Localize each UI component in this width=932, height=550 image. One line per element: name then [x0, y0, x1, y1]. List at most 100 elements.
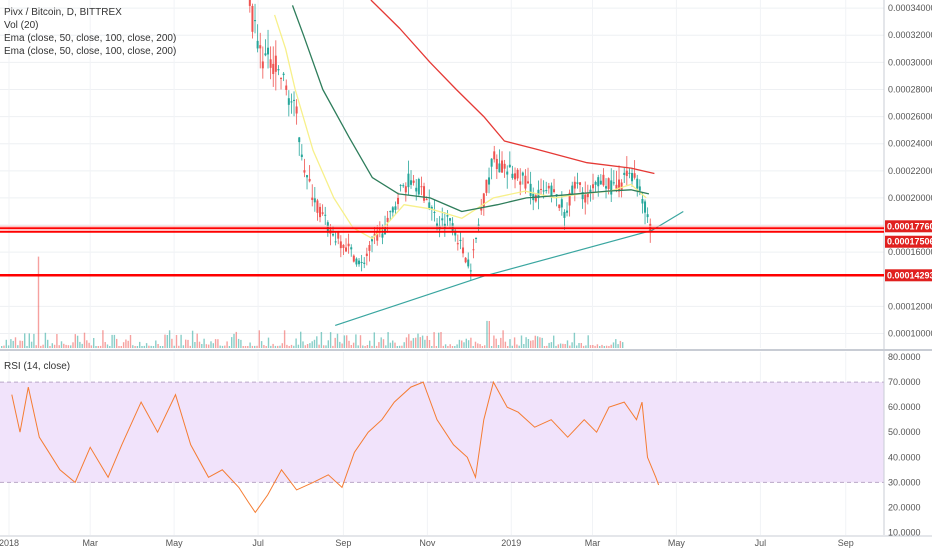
- candle-body: [540, 188, 543, 190]
- candle-body: [566, 210, 569, 213]
- volume-bar: [162, 346, 164, 348]
- volume-bar: [293, 345, 295, 348]
- ema-label-1[interactable]: Ema (close, 50, close, 100, close, 200): [4, 33, 177, 44]
- volume-bar: [189, 345, 191, 348]
- candle-body: [282, 73, 285, 76]
- volume-bar: [180, 334, 182, 348]
- volume-bar: [290, 344, 293, 348]
- candle-body: [306, 175, 309, 178]
- price-tag: [885, 220, 932, 233]
- volume-bar: [415, 337, 417, 348]
- volume-bar: [622, 342, 624, 348]
- volume-bar: [557, 344, 559, 348]
- candle-body: [295, 106, 298, 114]
- volume-bar: [352, 342, 355, 348]
- candle-body: [363, 262, 366, 264]
- candle-body: [602, 174, 605, 186]
- candle-body: [615, 184, 618, 189]
- candle-body: [545, 190, 548, 192]
- candle-body: [519, 181, 522, 185]
- volume-bar: [573, 332, 576, 348]
- volume-bar: [40, 345, 42, 348]
- volume-bar: [33, 333, 35, 348]
- ema100-line: [291, 5, 650, 213]
- candle-body: [384, 226, 387, 235]
- volume-bar: [65, 344, 67, 348]
- candle-body: [423, 186, 426, 201]
- volume-bar: [458, 339, 461, 348]
- volume-bar: [19, 340, 21, 348]
- volume-bar: [205, 344, 208, 348]
- volume-bar: [196, 333, 198, 348]
- candle-body: [298, 137, 301, 143]
- volume-bar: [178, 345, 180, 348]
- volume-bar: [582, 345, 585, 348]
- volume-bar: [562, 343, 564, 348]
- volume-bar: [164, 334, 166, 348]
- volume-bar: [373, 332, 375, 348]
- volume-bar: [58, 345, 60, 348]
- volume-bar: [247, 346, 249, 348]
- volume-bar: [24, 333, 26, 348]
- volume-bar: [490, 346, 493, 348]
- volume-bar: [28, 333, 30, 348]
- rsi-tick-label: 50.0000: [888, 427, 921, 437]
- volume-bar: [47, 339, 49, 348]
- volume-bar: [63, 343, 65, 348]
- candle-body: [285, 85, 288, 90]
- volume-bar: [166, 335, 168, 348]
- volume-bar: [150, 345, 152, 348]
- volume-bar: [72, 342, 74, 348]
- candle-body: [503, 163, 506, 169]
- time-tick-label: 2018: [0, 538, 19, 548]
- ema-label-2[interactable]: Ema (close, 50, close, 100, close, 200): [4, 46, 177, 57]
- volume-bar: [152, 346, 155, 348]
- volume-bar: [559, 343, 562, 348]
- volume-bar: [389, 342, 392, 348]
- volume-bar: [532, 340, 534, 348]
- candle-body: [644, 201, 647, 213]
- candle-body: [623, 172, 626, 175]
- volume-bar: [564, 344, 566, 348]
- volume-bar: [198, 341, 201, 348]
- candle-body: [373, 233, 376, 237]
- volume-bar: [173, 345, 175, 348]
- candle-body: [399, 184, 402, 186]
- volume-bar: [520, 335, 523, 348]
- volume-bar: [228, 346, 231, 348]
- volume-bar: [60, 341, 63, 348]
- volume-bar: [375, 345, 378, 348]
- symbol-label[interactable]: Pivx / Bitcoin, D, BITTREX: [4, 7, 122, 18]
- volume-bar: [362, 345, 364, 348]
- candle-body: [358, 260, 361, 265]
- volume-bar: [472, 346, 474, 348]
- volume-bar: [226, 341, 228, 348]
- candle-body: [360, 261, 363, 263]
- volume-bar: [185, 339, 187, 348]
- volume-bar: [288, 346, 290, 348]
- volume-label[interactable]: Vol (20): [4, 20, 39, 31]
- volume-bar: [467, 340, 470, 348]
- volume-bar: [405, 337, 408, 348]
- volume-bar: [470, 337, 472, 348]
- volume-bar: [348, 340, 350, 348]
- volume-bar: [219, 345, 221, 348]
- volume-bar: [486, 320, 488, 348]
- candle-body: [449, 218, 452, 221]
- candle-body: [313, 198, 316, 203]
- volume-bar: [585, 345, 587, 348]
- candle-body: [350, 247, 353, 250]
- volume-bar: [95, 346, 97, 348]
- volume-bar: [242, 346, 244, 348]
- candle-body: [558, 204, 561, 209]
- candle-body: [428, 202, 431, 209]
- candle-body: [576, 182, 579, 184]
- time-tick-label: Jul: [755, 538, 767, 548]
- volume-bar: [571, 342, 573, 348]
- volume-bar: [256, 345, 258, 348]
- rsi-label[interactable]: RSI (14, close): [4, 361, 71, 372]
- volume-bar: [263, 345, 265, 348]
- candle-body: [636, 178, 639, 189]
- volume-bar: [403, 342, 405, 348]
